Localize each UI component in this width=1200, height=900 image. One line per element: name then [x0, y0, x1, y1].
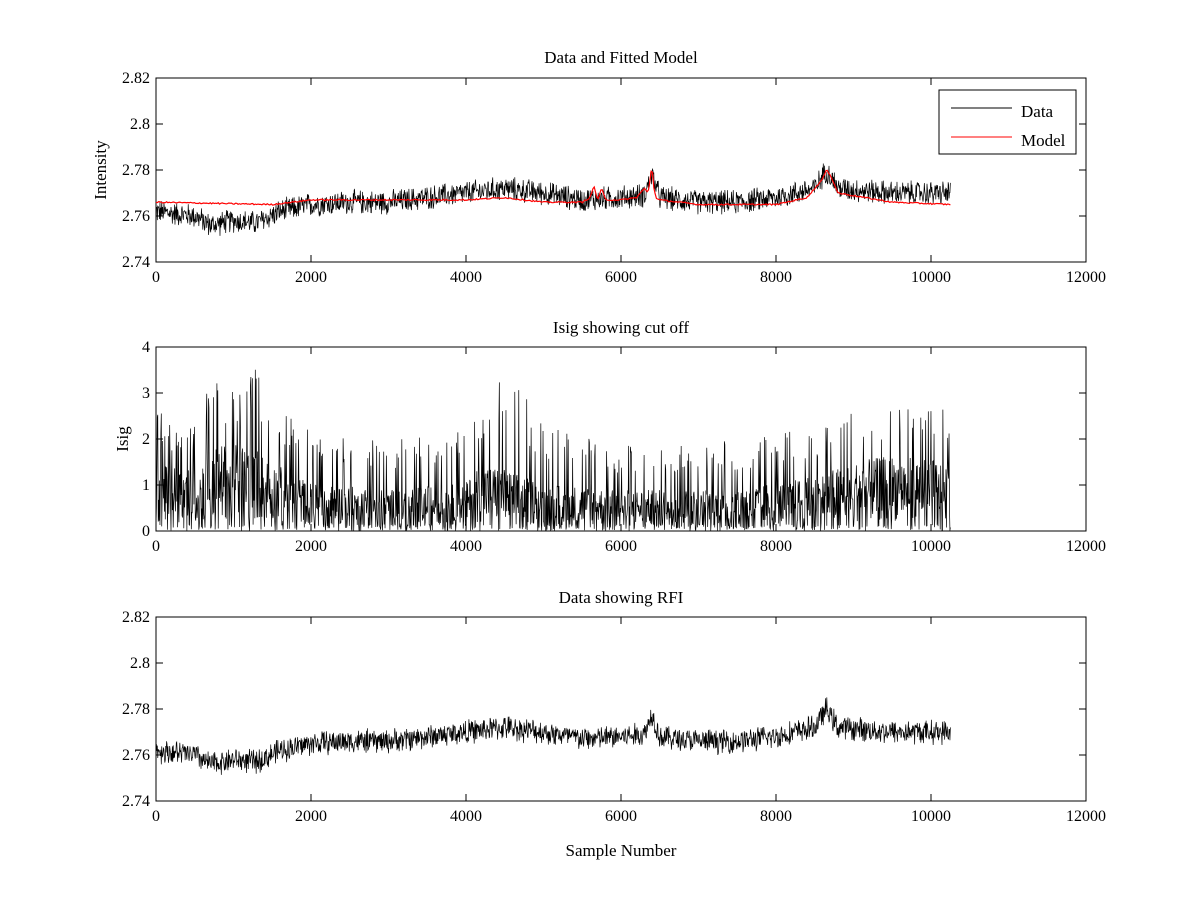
series-layer [155, 697, 951, 775]
ticks-layer: 0 2000 4000 6000 8000 10000 12000 0 1 2 3 4 [142, 339, 1106, 555]
y-tick-label: 2.8 [130, 116, 150, 133]
y-tick-label: 2.78 [122, 701, 150, 718]
x-tick-label: 6000 [605, 269, 637, 286]
y-tick-label: 2.78 [122, 162, 150, 179]
plot-area [155, 77, 1087, 263]
panel-isig: Isig showing cut off 0 2000 4000 6000 8000 10… [113, 318, 1106, 555]
panel-data-and-fitted-model: Data and Fitted Model 0 2000 4000 6000 8000 1… [91, 48, 1106, 286]
x-tick-label: 2000 [295, 538, 327, 555]
y-tick-label: 2 [142, 431, 150, 448]
y-axis-label: Isig [113, 426, 132, 452]
x-tick-label: 6000 [605, 538, 637, 555]
x-tick-label: 8000 [760, 538, 792, 555]
y-axis-label: Intensity [91, 140, 110, 200]
legend-box [938, 89, 1077, 155]
x-tick-label: 10000 [911, 538, 951, 555]
x-tick-label: 4000 [450, 808, 482, 825]
chart-title: Isig showing cut off [553, 318, 689, 337]
legend-label-model: Model [1021, 131, 1066, 150]
chart-title: Data showing RFI [559, 588, 684, 607]
plot-area [155, 616, 1087, 802]
y-tick-label: 2.76 [122, 208, 150, 225]
x-tick-label: 12000 [1066, 538, 1106, 555]
x-tick-label: 6000 [605, 808, 637, 825]
x-tick-label: 4000 [450, 538, 482, 555]
x-tick-label: 10000 [911, 808, 951, 825]
x-tick-label: 12000 [1066, 269, 1106, 286]
y-tick-label: 2.74 [122, 793, 150, 810]
x-tick-label: 2000 [295, 808, 327, 825]
y-tick-label: 2.82 [122, 70, 150, 87]
y-tick-label: 0 [142, 523, 150, 540]
x-tick-label: 0 [152, 269, 160, 286]
panel-data-showing-rfi: Data showing RFI 0 2000 4000 6000 8000 10000 1… [122, 588, 1106, 860]
data-series-line [155, 697, 951, 775]
data-series-line [155, 163, 951, 236]
series-layer [155, 369, 951, 532]
isig-series-line [155, 369, 951, 532]
y-tick-label: 2.76 [122, 747, 150, 764]
y-tick-label: 4 [142, 339, 150, 356]
x-tick-label: 4000 [450, 269, 482, 286]
x-tick-label: 2000 [295, 269, 327, 286]
x-tick-label: 10000 [911, 269, 951, 286]
chart-title: Data and Fitted Model [544, 48, 698, 67]
ticks-layer: 0 2000 4000 6000 8000 10000 12000 2.74 2.76 2.78 2… [122, 609, 1106, 825]
y-tick-label: 3 [142, 385, 150, 402]
ticks-layer: 0 2000 4000 6000 8000 10000 12000 2.74 2.76 2.78 2… [122, 70, 1106, 286]
x-tick-label: 0 [152, 538, 160, 555]
legend: Data Model [938, 89, 1077, 155]
x-tick-label: 12000 [1066, 808, 1106, 825]
y-tick-label: 2.82 [122, 609, 150, 626]
legend-label-data: Data [1021, 102, 1054, 121]
x-tick-label: 8000 [760, 269, 792, 286]
model-series-line [155, 169, 951, 206]
y-tick-label: 2.8 [130, 655, 150, 672]
x-axis-label: Sample Number [566, 841, 677, 860]
y-tick-label: 2.74 [122, 254, 150, 271]
series-layer [155, 163, 951, 236]
x-tick-label: 8000 [760, 808, 792, 825]
x-tick-label: 0 [152, 808, 160, 825]
y-tick-label: 1 [142, 477, 150, 494]
